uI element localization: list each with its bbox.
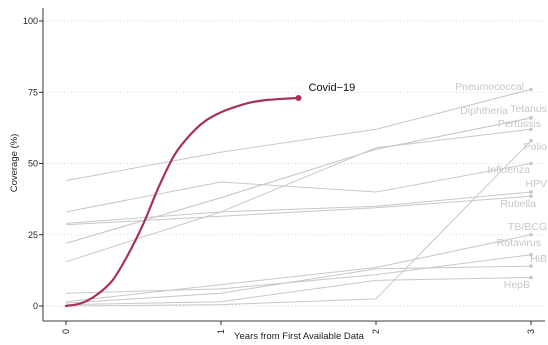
covid-end-marker <box>295 94 302 101</box>
series-line <box>65 254 532 294</box>
covid-label: Covid−19 <box>309 82 356 94</box>
y-tick-label: 75 <box>28 87 38 97</box>
series-line <box>65 163 532 213</box>
series-label: Polio <box>524 141 548 153</box>
series-label: Pneumococcal <box>455 81 524 93</box>
series-line <box>65 128 532 263</box>
gridlines <box>43 20 545 307</box>
series-line <box>65 88 532 182</box>
x-tick-label: 1 <box>216 329 226 334</box>
series-label: TB/BCG <box>508 221 547 233</box>
series-end-marker <box>529 116 533 120</box>
y-axis-title: Coverage (%) <box>9 134 20 193</box>
series-label: HiB <box>530 253 547 265</box>
series-label: Diphtheria <box>460 105 508 117</box>
series-end-marker <box>529 161 533 166</box>
series-end-marker <box>529 127 533 132</box>
x-axis-title: Years from First Available Data <box>234 331 365 342</box>
series-line <box>65 234 532 303</box>
x-tick-label: 2 <box>371 329 381 334</box>
series-line <box>65 265 532 304</box>
series-label: Rubella <box>500 198 536 210</box>
other-vaccine-lines <box>65 87 533 307</box>
axes: 0 25 50 75 100 0 1 2 3 <box>23 8 545 334</box>
series-label: Pertussis <box>498 118 541 130</box>
series-line <box>65 191 532 224</box>
series-line <box>65 140 532 307</box>
series-labels: Pneumococcal Diphtheria Tetanus Pertussis Po… <box>309 81 548 291</box>
series-label: Tetanus <box>510 103 547 115</box>
series-end-marker <box>529 252 533 257</box>
x-tick-label: 3 <box>526 329 536 334</box>
series-end-marker <box>529 87 533 92</box>
covid-line <box>64 96 300 308</box>
series-end-marker <box>529 232 533 237</box>
series-end-marker <box>529 275 533 280</box>
series-label: Influenza <box>487 164 530 176</box>
y-tick-label: 100 <box>23 16 38 26</box>
series-label: Rotavirus <box>497 237 541 249</box>
series-end-marker <box>529 264 533 268</box>
y-tick-label: 50 <box>28 159 38 169</box>
y-tick-label: 0 <box>33 301 38 311</box>
series-label: HepB <box>504 279 530 291</box>
covid-line-group <box>64 94 302 308</box>
series-end-marker <box>529 194 533 199</box>
series-line <box>65 277 532 306</box>
x-tick-label: 0 <box>61 329 71 334</box>
series-line <box>65 195 532 226</box>
series-label: HPV <box>525 178 547 190</box>
series-end-marker <box>529 138 533 143</box>
series-line <box>65 117 532 244</box>
series-line <box>65 117 532 244</box>
series-end-marker <box>529 190 533 194</box>
y-tick-label: 25 <box>28 230 38 240</box>
